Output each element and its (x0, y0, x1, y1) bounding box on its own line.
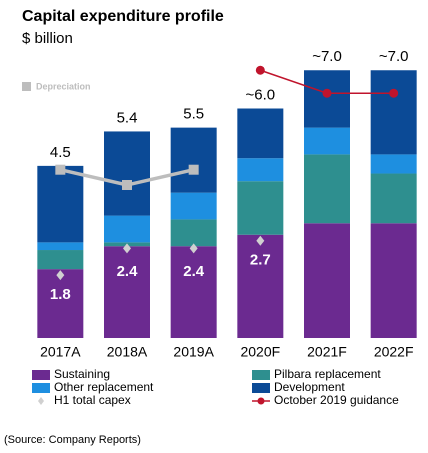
legend-swatch (252, 383, 270, 393)
depreciation-marker (55, 164, 66, 175)
bar-segment (37, 250, 84, 270)
depreciation-key (22, 82, 31, 91)
bar-segment (104, 215, 150, 243)
x-tick-label: 2018A (107, 344, 148, 360)
total-label: 5.4 (117, 109, 138, 126)
x-tick-label: 2019A (173, 344, 214, 360)
data-label: 1.8 (50, 286, 71, 303)
total-label: 4.5 (50, 144, 71, 161)
total-label: ~7.0 (379, 48, 409, 65)
legend-label: Pilbara replacement (274, 367, 381, 381)
bar-segment (370, 223, 417, 338)
bar-segment (104, 246, 150, 338)
legend-label: Sustaining (54, 367, 110, 381)
bar-segment (304, 70, 350, 128)
legend-label: Other replacement (54, 380, 154, 394)
data-label: 2.7 (250, 252, 271, 269)
guidance-marker (255, 65, 265, 75)
h1-marker (189, 243, 198, 254)
bar-segment (170, 246, 217, 338)
chart-subtitle: $ billion (22, 30, 73, 47)
h1-marker (123, 243, 131, 254)
chart-title: Capital expenditure profile (22, 8, 224, 25)
legend-swatch (38, 397, 44, 405)
bar-segment (304, 127, 350, 155)
total-label: 5.5 (183, 106, 204, 123)
bar-segment (37, 242, 84, 251)
source: (Source: Company Reports) (4, 434, 141, 446)
legend-swatch (32, 383, 50, 393)
bar-segment (370, 70, 417, 155)
h1-marker (56, 270, 65, 281)
h1-marker (256, 235, 265, 246)
bar-segment (37, 269, 84, 338)
x-tick-label: 2020F (240, 344, 280, 360)
bar-segment (304, 154, 350, 224)
depreciation-marker (122, 180, 132, 190)
legend-label: October 2019 guidance (274, 393, 399, 407)
bar-segment (237, 158, 284, 182)
legend-label: Development (274, 380, 345, 394)
depreciation-marker (188, 164, 199, 175)
bar-segment (237, 108, 284, 159)
total-label: ~7.0 (312, 48, 342, 65)
x-tick-label: 2017A (40, 344, 81, 360)
legend-swatch (32, 370, 50, 380)
bar-segment (370, 154, 417, 174)
x-tick-label: 2022F (374, 344, 414, 360)
legend-label: H1 total capex (54, 393, 131, 407)
legend-swatch (257, 397, 265, 405)
data-label: 2.4 (183, 263, 205, 280)
legend-swatch (252, 370, 270, 380)
total-label: ~6.0 (246, 86, 276, 103)
bar-segment (237, 181, 284, 235)
bar-segment (170, 127, 217, 193)
guidance-marker (322, 88, 332, 98)
bar-segment (37, 165, 84, 243)
bar-segment (170, 219, 217, 247)
bar-segment (170, 192, 217, 220)
depreciation-label: Depreciation (36, 81, 91, 91)
bar-segment (104, 131, 150, 216)
guidance-marker (389, 88, 399, 98)
x-tick-label: 2021F (307, 344, 347, 360)
bar-segment (304, 223, 350, 338)
data-label: 2.4 (117, 263, 139, 280)
bar-segment (237, 234, 284, 338)
bar-segment (370, 173, 417, 224)
